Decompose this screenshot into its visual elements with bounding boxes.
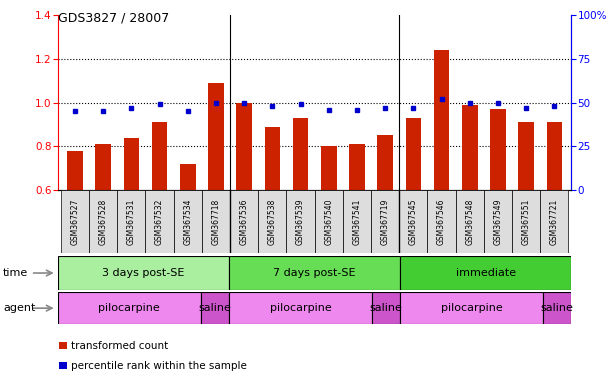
Bar [428,190,456,253]
Bar [343,190,371,253]
Bar [236,103,252,190]
Bar [117,190,145,253]
Text: GSM367528: GSM367528 [98,199,108,245]
Text: GSM367538: GSM367538 [268,199,277,245]
Bar [200,292,229,324]
Text: GSM367551: GSM367551 [522,199,531,245]
Text: GSM367545: GSM367545 [409,199,418,245]
Text: pilocarpine: pilocarpine [269,303,331,313]
Bar [434,50,449,190]
Bar [371,292,400,324]
Text: GSM367532: GSM367532 [155,199,164,245]
Bar [293,118,309,190]
Text: immediate: immediate [456,268,516,278]
Bar [315,190,343,253]
Bar [518,122,534,190]
Bar [59,362,67,369]
Text: pilocarpine: pilocarpine [98,303,160,313]
Text: saline: saline [541,303,574,313]
Text: GSM367540: GSM367540 [324,199,333,245]
Text: pilocarpine: pilocarpine [441,303,502,313]
Bar [208,83,224,190]
Bar [456,190,484,253]
Bar [400,256,571,290]
Text: GSM367534: GSM367534 [183,199,192,245]
Bar [258,190,287,253]
Bar [229,256,400,290]
Bar [89,190,117,253]
Bar [540,190,568,253]
Text: GSM367718: GSM367718 [211,199,221,245]
Bar [58,256,229,290]
Bar [512,190,540,253]
Bar [547,122,562,190]
Text: agent: agent [3,303,35,313]
Text: saline: saline [370,303,403,313]
Bar [349,144,365,190]
Text: 7 days post-SE: 7 days post-SE [273,268,356,278]
Text: GSM367539: GSM367539 [296,199,305,245]
Bar [406,118,421,190]
Bar [61,190,89,253]
Text: time: time [3,268,28,278]
Bar [484,190,512,253]
Bar [371,190,399,253]
Bar [543,292,571,324]
Text: saline: saline [199,303,232,313]
Text: GSM367527: GSM367527 [70,199,79,245]
Bar [145,190,174,253]
Text: transformed count: transformed count [71,341,169,351]
Bar [202,190,230,253]
Bar [67,151,82,190]
Bar [490,109,506,190]
Text: GSM367719: GSM367719 [381,199,390,245]
Bar [123,137,139,190]
Bar [95,144,111,190]
Text: GSM367549: GSM367549 [494,199,502,245]
Bar [58,292,200,324]
Bar [462,105,478,190]
Text: GSM367541: GSM367541 [353,199,362,245]
Bar [378,136,393,190]
Text: GDS3827 / 28007: GDS3827 / 28007 [58,12,169,25]
Bar [400,292,543,324]
Text: GSM367548: GSM367548 [465,199,474,245]
Text: GSM367531: GSM367531 [127,199,136,245]
Bar [174,190,202,253]
Text: GSM367721: GSM367721 [550,199,559,245]
Bar [230,190,258,253]
Bar [229,292,371,324]
Text: percentile rank within the sample: percentile rank within the sample [71,361,247,371]
Bar [321,146,337,190]
Bar [180,164,196,190]
Bar [287,190,315,253]
Bar [152,122,167,190]
Bar [265,127,280,190]
Bar [399,190,428,253]
Text: GSM367546: GSM367546 [437,199,446,245]
Text: 3 days post-SE: 3 days post-SE [103,268,185,278]
Text: GSM367536: GSM367536 [240,199,249,245]
Bar [59,342,67,349]
